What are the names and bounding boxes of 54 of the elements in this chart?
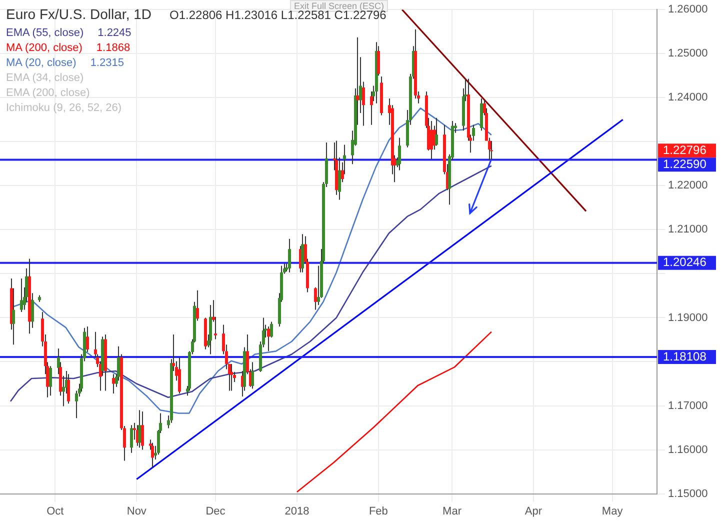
candlestick (67, 374, 70, 404)
y-tick-label: 1.25000 (668, 48, 708, 60)
text: 1.22796 (663, 142, 707, 157)
y-tick-label: 1.15000 (668, 488, 708, 500)
candlestick (398, 137, 401, 171)
annotation: Ichimoku (9, 26, 52, 26) (6, 101, 123, 116)
annotation: 1.2245 (98, 27, 132, 39)
x-tick-label: Nov (126, 505, 147, 518)
candlestick (178, 356, 181, 394)
y-tick-label: 1.22000 (668, 180, 708, 192)
annotation: Exit Full Screen (ESC) (290, 0, 388, 12)
text: MA (20, close) (6, 57, 76, 69)
candlestick (435, 117, 438, 146)
y-tick-label: 1.26000 (668, 4, 708, 16)
candlestick (49, 366, 52, 396)
candlestick (86, 326, 89, 353)
candlestick (430, 120, 433, 160)
candlestick (209, 304, 212, 355)
x-tick-label: 2018 (284, 505, 310, 518)
ref-line-label: 1.20246 (663, 255, 707, 270)
candlestick (196, 290, 199, 322)
ref-line-label: 1.18108 (663, 349, 707, 364)
candlestick (130, 424, 133, 454)
annotation: EMA (34, close) (6, 71, 85, 86)
text: MA (200, close) (6, 42, 82, 54)
y-tick-label: 1.16000 (668, 444, 708, 456)
y-tick-label: 1.21000 (668, 224, 708, 236)
y-tick-label: 1.19000 (668, 312, 708, 324)
candlestick (288, 238, 291, 273)
candlestick (141, 410, 144, 450)
chart-title: Euro Fx/U.S. Dollar, 1D (6, 6, 152, 22)
candlestick (151, 442, 154, 468)
candlestick (251, 362, 254, 390)
annotation: 1.2315 (90, 57, 124, 69)
candlestick (62, 375, 65, 407)
candlestick (112, 374, 115, 394)
x-tick-label: Feb (368, 505, 388, 518)
text: EMA (55, close) (6, 27, 84, 39)
candlestick (267, 326, 270, 352)
annotation: 1.1868 (96, 42, 130, 54)
annotation: EMA (200, close) (6, 86, 91, 101)
candlestick (230, 363, 233, 392)
candlestick (20, 278, 23, 313)
ref-line-label: 1.22590 (663, 156, 707, 171)
candlestick (138, 410, 141, 448)
candlestick (31, 292, 34, 328)
candlestick (490, 140, 493, 161)
y-tick-label: 1.17000 (668, 400, 708, 412)
y-tick-label: 1.24000 (668, 92, 708, 104)
x-tick-label: Dec (206, 505, 226, 518)
x-tick-label: May (602, 505, 624, 518)
x-tick-label: Oct (46, 505, 64, 518)
x-tick-label: Apr (524, 505, 542, 518)
x-tick-label: Mar (442, 505, 462, 518)
